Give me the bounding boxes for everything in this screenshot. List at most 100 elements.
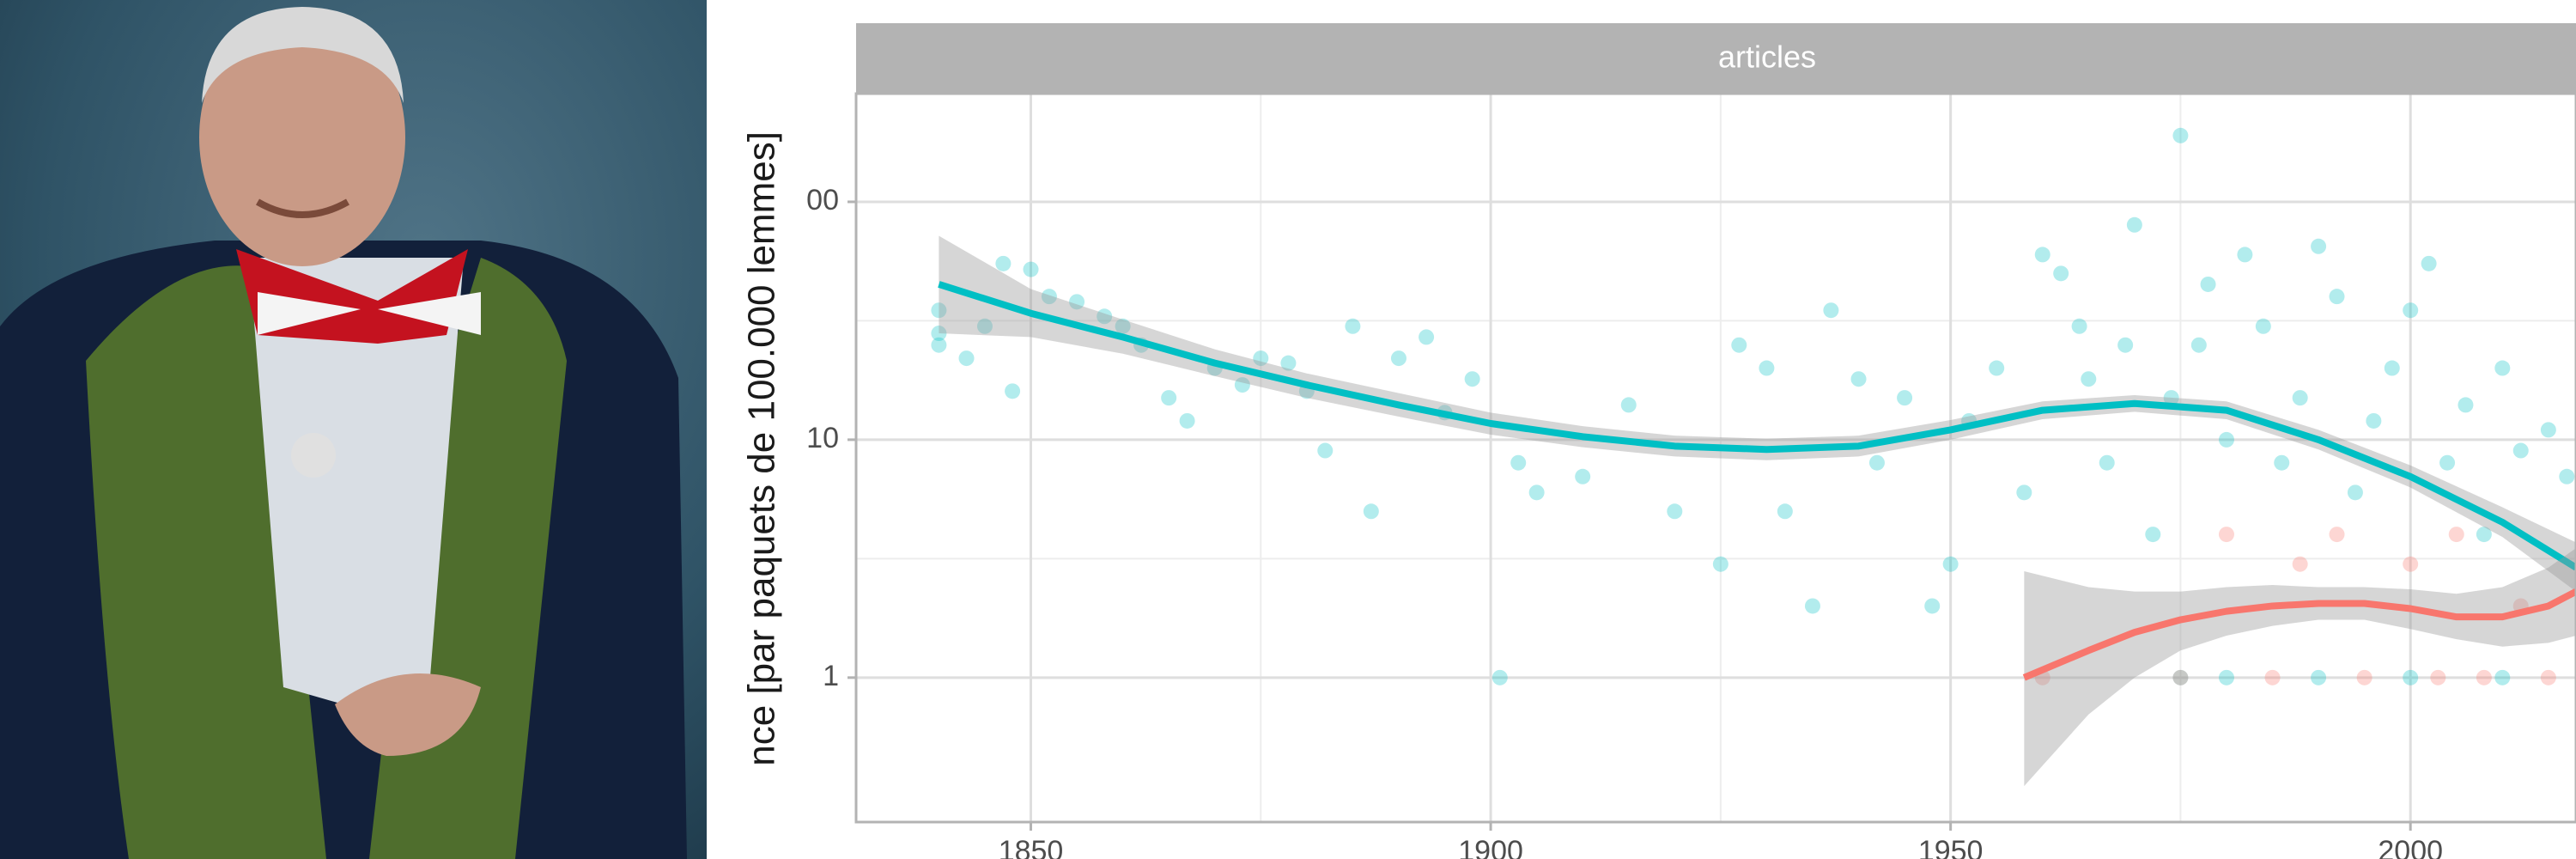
point [931, 326, 947, 342]
point [2292, 390, 2308, 406]
smooth-line [2022, 588, 2576, 681]
point [1464, 371, 1480, 387]
point [2540, 669, 2556, 685]
point [2356, 669, 2372, 685]
y-tick-label: 00 [806, 184, 839, 216]
point [2081, 371, 2097, 387]
point [2494, 360, 2511, 376]
point [2016, 484, 2032, 501]
point [976, 318, 993, 334]
point [2384, 360, 2400, 376]
point [2292, 556, 2308, 572]
point [2255, 318, 2271, 334]
axes: 00 10 1 1850 1900 1950 2000 [806, 184, 2443, 859]
point [1510, 454, 1527, 471]
point [1317, 442, 1334, 459]
point [1097, 308, 1113, 325]
point [1924, 598, 1941, 614]
point [1528, 484, 1545, 501]
point [2172, 127, 2189, 143]
x-tick-label: 1900 [1458, 835, 1523, 859]
point [1161, 390, 1177, 406]
x-tick-label: 2000 [2378, 835, 2443, 859]
point [2218, 669, 2234, 685]
point [931, 337, 947, 353]
y-tick-label: 1 [823, 660, 839, 692]
point [2512, 442, 2529, 459]
point [2172, 669, 2189, 685]
point [2053, 265, 2069, 282]
point [2237, 247, 2253, 263]
point [2559, 468, 2575, 484]
point [2329, 527, 2345, 543]
facet-label: articles [1718, 40, 1816, 75]
point [2476, 527, 2492, 543]
point [2403, 669, 2419, 685]
confidence-band [939, 235, 2576, 592]
point [2430, 669, 2446, 685]
point [1390, 350, 1406, 367]
point [2311, 669, 2327, 685]
point [2126, 216, 2142, 233]
point [1731, 337, 1747, 353]
point [2099, 454, 2115, 471]
point [1023, 261, 1039, 277]
point [1712, 556, 1728, 572]
point [1777, 503, 1793, 520]
point [1492, 669, 1508, 685]
grid [856, 94, 2576, 822]
point [1823, 302, 1839, 319]
point [2264, 669, 2281, 685]
point [1179, 412, 1195, 429]
point [2071, 318, 2087, 334]
point [2448, 527, 2464, 543]
point [2403, 302, 2419, 319]
point [2540, 422, 2556, 438]
point [2034, 247, 2050, 263]
point [1667, 503, 1683, 520]
point [2274, 454, 2290, 471]
point [2458, 397, 2474, 413]
confidence-band [2024, 548, 2576, 787]
point [995, 255, 1012, 271]
point [1759, 360, 1775, 376]
point [1620, 397, 1637, 413]
point [2145, 527, 2161, 543]
point [1005, 383, 1021, 399]
point [2117, 337, 2134, 353]
plot-panel [856, 94, 2576, 822]
point [2218, 431, 2234, 448]
facet-strip [856, 23, 2576, 94]
point [1942, 556, 1959, 572]
point [1868, 454, 1885, 471]
point [2190, 337, 2207, 353]
point [958, 350, 975, 367]
point [1345, 318, 1361, 334]
point [2494, 669, 2511, 685]
point [2329, 289, 2345, 305]
point [1989, 360, 2005, 376]
point [2421, 255, 2437, 271]
point [931, 302, 947, 319]
point [2172, 669, 2189, 685]
point [1850, 371, 1867, 387]
point [1253, 350, 1269, 367]
point [2311, 238, 2327, 254]
y-axis-label: nce [par paquets de 100.000 lemmes] [741, 131, 783, 766]
point [2218, 527, 2234, 543]
photo [0, 0, 707, 859]
point [1419, 329, 1435, 345]
x-tick-label: 1850 [999, 835, 1064, 859]
point [1363, 503, 1379, 520]
data-layer [931, 127, 2576, 787]
point [1041, 289, 1057, 305]
point [1234, 377, 1250, 393]
point [2366, 412, 2382, 429]
panel-border [854, 92, 2576, 824]
point [1575, 468, 1591, 484]
point [2200, 276, 2216, 292]
point [2439, 454, 2456, 471]
x-tick-label: 1950 [1918, 835, 1984, 859]
